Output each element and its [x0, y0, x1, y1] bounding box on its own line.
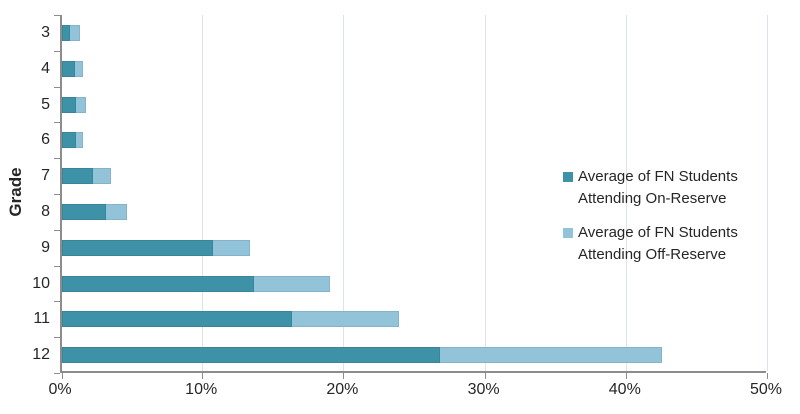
x-axis-label-20%: 20%: [326, 381, 359, 398]
bar-segment-on-reserve-grade-7: [62, 168, 94, 185]
bar-segment-on-reserve-grade-5: [62, 96, 77, 113]
gridline-40: [625, 15, 627, 371]
bar-segment-on-reserve-grade-3: [62, 24, 71, 41]
bar-segment-on-reserve-grade-11: [62, 311, 293, 328]
gridline-10: [202, 15, 204, 371]
bar-segment-off-reserve-grade-5: [76, 96, 86, 113]
y-axis-label-grade-10: 10: [32, 274, 50, 292]
y-tick: [54, 194, 60, 195]
x-axis-label-0%: 0%: [48, 381, 72, 398]
y-axis-label-grade-5: 5: [41, 95, 50, 113]
bar-segment-on-reserve-grade-6: [62, 132, 77, 149]
y-axis-label-grade-6: 6: [41, 131, 50, 149]
y-axis-label-grade-12: 12: [32, 346, 50, 364]
legend-swatch-icon: [563, 172, 573, 182]
bar-grade-9: [62, 239, 250, 256]
bar-segment-off-reserve-grade-12: [440, 347, 663, 364]
bar-grade-6: [62, 132, 84, 149]
bar-grade-11: [62, 311, 400, 328]
bar-segment-off-reserve-grade-7: [93, 168, 112, 185]
bar-grade-12: [62, 347, 663, 364]
x-tick-20: [343, 373, 345, 379]
x-axis-label-50%: 50%: [749, 381, 783, 398]
y-tick: [54, 50, 60, 52]
x-tick-10: [202, 373, 204, 379]
y-tick: [54, 301, 60, 303]
y-axis-label-grade-3: 3: [41, 23, 50, 41]
y-axis-label-grade-9: 9: [41, 238, 50, 256]
bar-segment-off-reserve-grade-9: [213, 239, 250, 256]
bar-grade-4: [62, 60, 84, 77]
bar-grade-5: [62, 96, 86, 113]
y-tick: [54, 15, 60, 16]
legend-item-off-reserve: Average of FN Students Attending Off-Rese…: [563, 222, 738, 266]
y-tick: [54, 373, 60, 374]
bar-segment-on-reserve-grade-10: [62, 275, 255, 292]
bar-grade-10: [62, 275, 331, 292]
y-tick: [54, 158, 60, 160]
bar-segment-off-reserve-grade-6: [76, 132, 84, 149]
x-axis-label-10%: 10%: [185, 381, 218, 398]
y-axis-label-grade-11: 11: [33, 310, 50, 328]
legend-swatch-icon: [563, 228, 573, 238]
y-tick: [54, 86, 60, 88]
x-tick-50: [767, 373, 768, 379]
y-tick: [54, 122, 60, 124]
bar-segment-on-reserve-grade-9: [62, 239, 214, 256]
bar-segment-off-reserve-grade-11: [292, 311, 400, 328]
x-tick-30: [484, 373, 486, 379]
legend-label: Average of FN Students Attending Off-Rese…: [578, 224, 738, 263]
bar-segment-off-reserve-grade-4: [74, 60, 84, 77]
bar-segment-off-reserve-grade-8: [105, 203, 127, 220]
y-tick: [54, 229, 60, 231]
x-tick-0: [62, 373, 63, 379]
y-axis-label-grade-4: 4: [41, 59, 50, 77]
x-axis-label-30%: 30%: [467, 381, 500, 398]
y-tick: [54, 265, 60, 267]
bar-grade-8: [62, 203, 127, 220]
bar-grade-7: [62, 168, 112, 185]
bar-segment-on-reserve-grade-4: [62, 60, 75, 77]
legend-label: Average of FN Students Attending On-Reser…: [578, 168, 738, 207]
bar-grade-3: [62, 24, 81, 41]
bar-segment-on-reserve-grade-12: [62, 347, 441, 364]
legend-item-on-reserve: Average of FN Students Attending On-Reser…: [563, 166, 738, 210]
bar-segment-off-reserve-grade-3: [70, 24, 81, 41]
gridline-50: [767, 15, 768, 371]
x-axis-label-40%: 40%: [608, 381, 641, 398]
legend: Average of FN Students Attending On-Reser…: [563, 166, 738, 278]
y-axis-label-grade-7: 7: [41, 167, 50, 185]
x-tick-40: [625, 373, 627, 379]
y-tick: [54, 337, 60, 339]
gridline-30: [484, 15, 486, 371]
bar-segment-off-reserve-grade-10: [254, 275, 331, 292]
y-axis-label-grade-8: 8: [41, 202, 50, 220]
bar-segment-on-reserve-grade-8: [62, 203, 106, 220]
plot-area: [54, 15, 768, 379]
gridline-20: [343, 15, 345, 371]
